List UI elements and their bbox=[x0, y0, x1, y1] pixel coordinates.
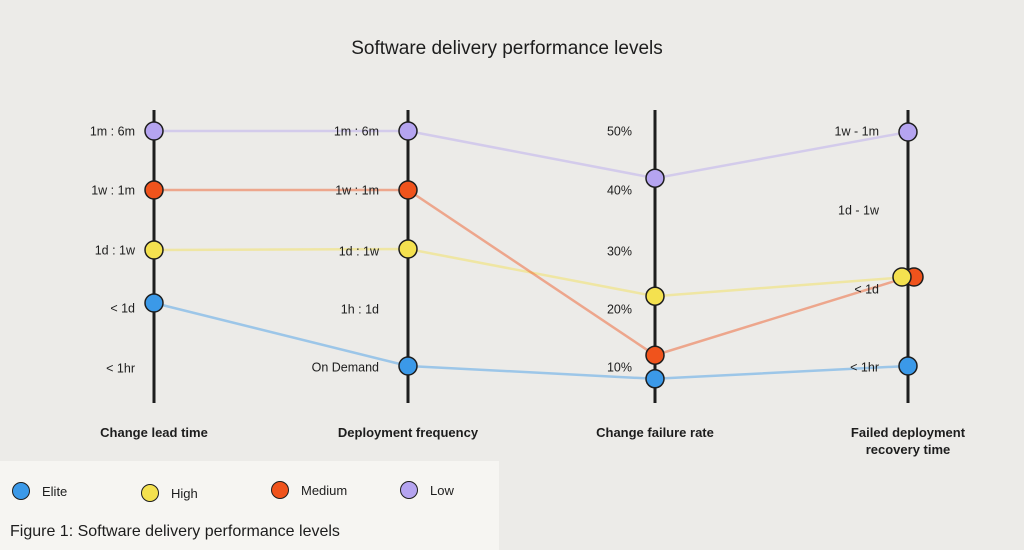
series-line-medium bbox=[154, 188, 909, 357]
tick-label: 1w : 1m bbox=[335, 184, 379, 198]
legend-swatch bbox=[141, 484, 159, 502]
axis-title: Deployment frequency bbox=[338, 425, 479, 440]
series-line-high bbox=[153, 247, 909, 298]
marker-low bbox=[144, 121, 164, 141]
legend-label: Medium bbox=[301, 482, 348, 498]
marker-medium bbox=[645, 345, 665, 365]
tick-label: < 1hr bbox=[106, 362, 135, 376]
axis-labels-layer: 1m : 6m 1w : 1m 1d : 1w < 1d < 1hr Change lea… bbox=[90, 125, 966, 458]
chart-title: Software delivery performance levels bbox=[351, 38, 663, 59]
tick-label: 40% bbox=[607, 184, 632, 198]
legend-swatch bbox=[12, 482, 30, 500]
legend-item-elite: Elite bbox=[12, 480, 67, 502]
marker-elite bbox=[645, 369, 665, 389]
tick-label: 1w : 1m bbox=[91, 184, 135, 198]
legend-item-low: Low bbox=[400, 479, 454, 501]
series-markers-layer bbox=[144, 121, 924, 389]
legend-swatch bbox=[271, 481, 289, 499]
legend-item-high: High bbox=[141, 482, 198, 504]
tick-label: 1m : 6m bbox=[90, 125, 135, 139]
tick-label: 1h : 1d bbox=[341, 303, 379, 317]
figure-caption: Figure 1: Software delivery performance … bbox=[10, 523, 340, 540]
marker-medium bbox=[398, 180, 418, 200]
marker-medium bbox=[144, 180, 164, 200]
series-lines-layer bbox=[153, 129, 909, 381]
tick-label: < 1d bbox=[110, 302, 135, 316]
series-line-elite bbox=[153, 301, 909, 381]
tick-label: < 1hr bbox=[850, 361, 879, 375]
axis-title: recovery time bbox=[866, 442, 951, 457]
axis-title: Failed deployment bbox=[851, 425, 966, 440]
marker-elite bbox=[144, 293, 164, 313]
legend-label: High bbox=[171, 485, 198, 501]
marker-high bbox=[892, 267, 912, 287]
tick-label: 50% bbox=[607, 125, 632, 139]
tick-label: 20% bbox=[607, 303, 632, 317]
marker-low bbox=[645, 168, 665, 188]
tick-label: 1d : 1w bbox=[95, 244, 136, 258]
legend-label: Elite bbox=[42, 483, 68, 499]
marker-high bbox=[144, 240, 164, 260]
axis-title: Change failure rate bbox=[596, 425, 714, 440]
axis-title: Change lead time bbox=[100, 425, 208, 440]
series-line-low bbox=[154, 129, 909, 180]
tick-label: < 1d bbox=[854, 283, 879, 297]
legend-swatch bbox=[400, 481, 418, 499]
marker-high bbox=[645, 286, 665, 306]
tick-label: 30% bbox=[607, 245, 632, 259]
marker-high bbox=[398, 239, 418, 259]
marker-low bbox=[898, 122, 918, 142]
marker-elite bbox=[898, 356, 918, 376]
tick-label: 1d : 1w bbox=[339, 245, 380, 259]
marker-low bbox=[398, 121, 418, 141]
tick-label: 1m : 6m bbox=[334, 125, 379, 139]
marker-elite bbox=[398, 356, 418, 376]
tick-label: 1w - 1m bbox=[835, 125, 879, 139]
legend-panel: Elite High Medium Low bbox=[0, 461, 499, 550]
tick-label: 1d - 1w bbox=[838, 204, 880, 218]
tick-label: 10% bbox=[607, 361, 632, 375]
tick-label: On Demand bbox=[312, 361, 379, 375]
legend-item-medium: Medium bbox=[271, 479, 347, 501]
legend-label: Low bbox=[430, 482, 454, 498]
legend: Elite High Medium Low bbox=[0, 461, 499, 517]
